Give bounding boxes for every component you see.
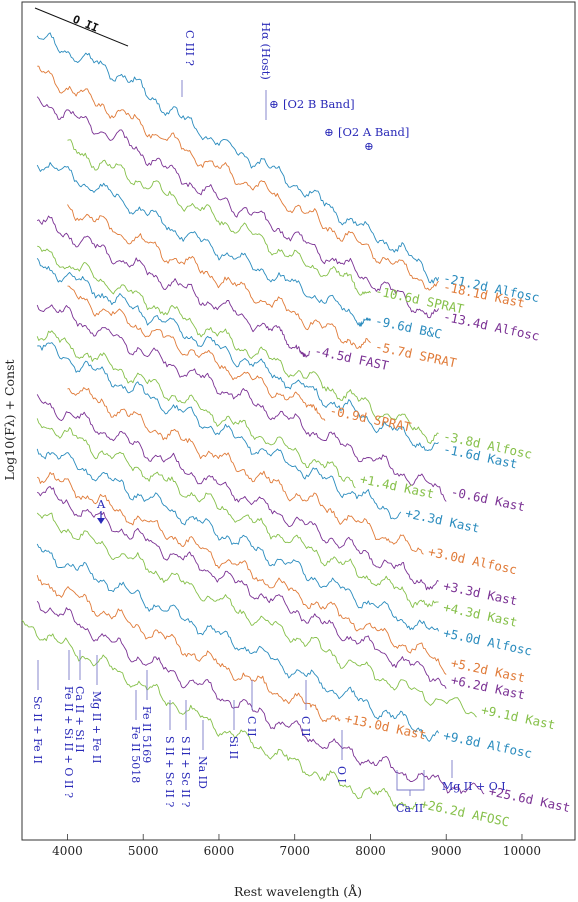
series-label: +9.8d Alfosc xyxy=(442,728,533,761)
series-label: +1.4d Kast xyxy=(359,471,436,501)
o2a-plus-icon: ⊕ xyxy=(324,125,334,139)
spectrum-line xyxy=(36,448,440,632)
spectrum-line xyxy=(36,471,447,675)
x-tick-label: 7000 xyxy=(279,844,310,858)
c3-label: C III ? xyxy=(183,30,197,66)
spectrum-line xyxy=(36,486,447,689)
line-id-label: Si II xyxy=(227,736,240,759)
line-id-label: Mg II + Fe II xyxy=(90,691,103,763)
x-tick-label: 6000 xyxy=(204,844,235,858)
line-id-label: S II + Sc II ? xyxy=(179,736,192,807)
spectrum-line xyxy=(67,204,371,349)
series-labels: -21.2d Alfosc-18.1d Kast-13.4d Alfosc-10… xyxy=(313,270,571,829)
spectrum-line xyxy=(36,215,311,358)
spectrum-line xyxy=(37,65,439,291)
o2b-label: [O2 B Band] xyxy=(283,97,355,111)
line-id-label: S II + Sc II ? xyxy=(163,736,176,807)
line-identifications: Sc II + Fe II Fe II + Si II + O II ?Ca II… xyxy=(31,650,506,815)
line-id-label: Na ID xyxy=(196,756,209,789)
spectrum-line xyxy=(36,418,439,609)
spectrum-line xyxy=(21,619,417,810)
series-label: +9.1d Kast xyxy=(480,702,557,732)
caii-bracket xyxy=(396,770,425,796)
spectrum-line xyxy=(36,574,341,723)
a-marker-label: A xyxy=(96,497,106,511)
spectrum-line xyxy=(36,512,477,718)
line-id-label: Fe II 5169 xyxy=(140,706,153,763)
series-label: +3.0d Alfosc xyxy=(427,544,518,577)
series-label: -0.6d Kast xyxy=(450,484,527,514)
a-marker-arrowhead xyxy=(97,518,105,524)
series-label: +26.2d AFOSC xyxy=(419,796,510,829)
x-tick-label: 9000 xyxy=(431,844,462,858)
series-label: +5.0d Alfosc xyxy=(442,625,533,658)
spectrum-line xyxy=(36,330,356,489)
line-id-label: Fe II 5018 xyxy=(129,726,142,783)
spectrum-line xyxy=(36,162,371,327)
x-tick-label: 10000 xyxy=(503,844,541,858)
spectrum-line xyxy=(67,387,424,555)
halpha-label: Hα (Host) xyxy=(259,22,273,80)
o2b-plus-icon: ⊕ xyxy=(269,97,279,111)
o2-bar xyxy=(34,7,129,47)
spectrum-line xyxy=(37,342,402,520)
spectrum-line xyxy=(36,257,439,452)
spectrum-line xyxy=(36,96,439,319)
x-axis-label: Rest wavelength (Å) xyxy=(234,884,362,899)
line-id-label: O I xyxy=(335,766,348,783)
spectrum-line xyxy=(36,543,439,742)
x-axis-ticks: 4000 5000 6000 7000 8000 9000 10000 xyxy=(52,834,541,858)
spectrum-line xyxy=(36,32,440,284)
line-id-label: Ca II xyxy=(396,802,423,815)
spectrum-line xyxy=(67,139,371,296)
line-id-label: Fe II + Si II + O II ? xyxy=(62,686,75,798)
x-tick-label: 8000 xyxy=(355,844,386,858)
line-id-label: C II xyxy=(245,716,258,737)
line-id-label: Mg II + O I xyxy=(442,780,506,793)
y-axis-label: Log10(Fλ) + Const xyxy=(2,359,17,480)
line-id-label: C II xyxy=(299,716,312,737)
o2-label: O II xyxy=(71,13,100,35)
plot-frame xyxy=(21,1,576,841)
o2a-label: [O2 A Band] xyxy=(338,125,409,139)
line-id-label: Sc II + Fe II xyxy=(31,696,44,764)
series-label: +2.3d Kast xyxy=(404,505,481,535)
spectrum-line xyxy=(37,245,439,444)
spectrum-line xyxy=(67,285,326,421)
spectrum-line xyxy=(36,600,485,795)
spectra-layer xyxy=(21,32,485,810)
o2a-extra-plus-icon: ⊕ xyxy=(364,139,374,153)
x-tick-label: 4000 xyxy=(52,844,83,858)
series-label: +13.0d Kast xyxy=(344,711,428,743)
series-label: -9.6d B&C xyxy=(374,313,443,342)
line-id-label: Ca II + Si II xyxy=(73,686,86,753)
x-tick-label: 5000 xyxy=(128,844,159,858)
spectrum-line xyxy=(36,304,447,502)
spectrum-line xyxy=(36,394,439,591)
